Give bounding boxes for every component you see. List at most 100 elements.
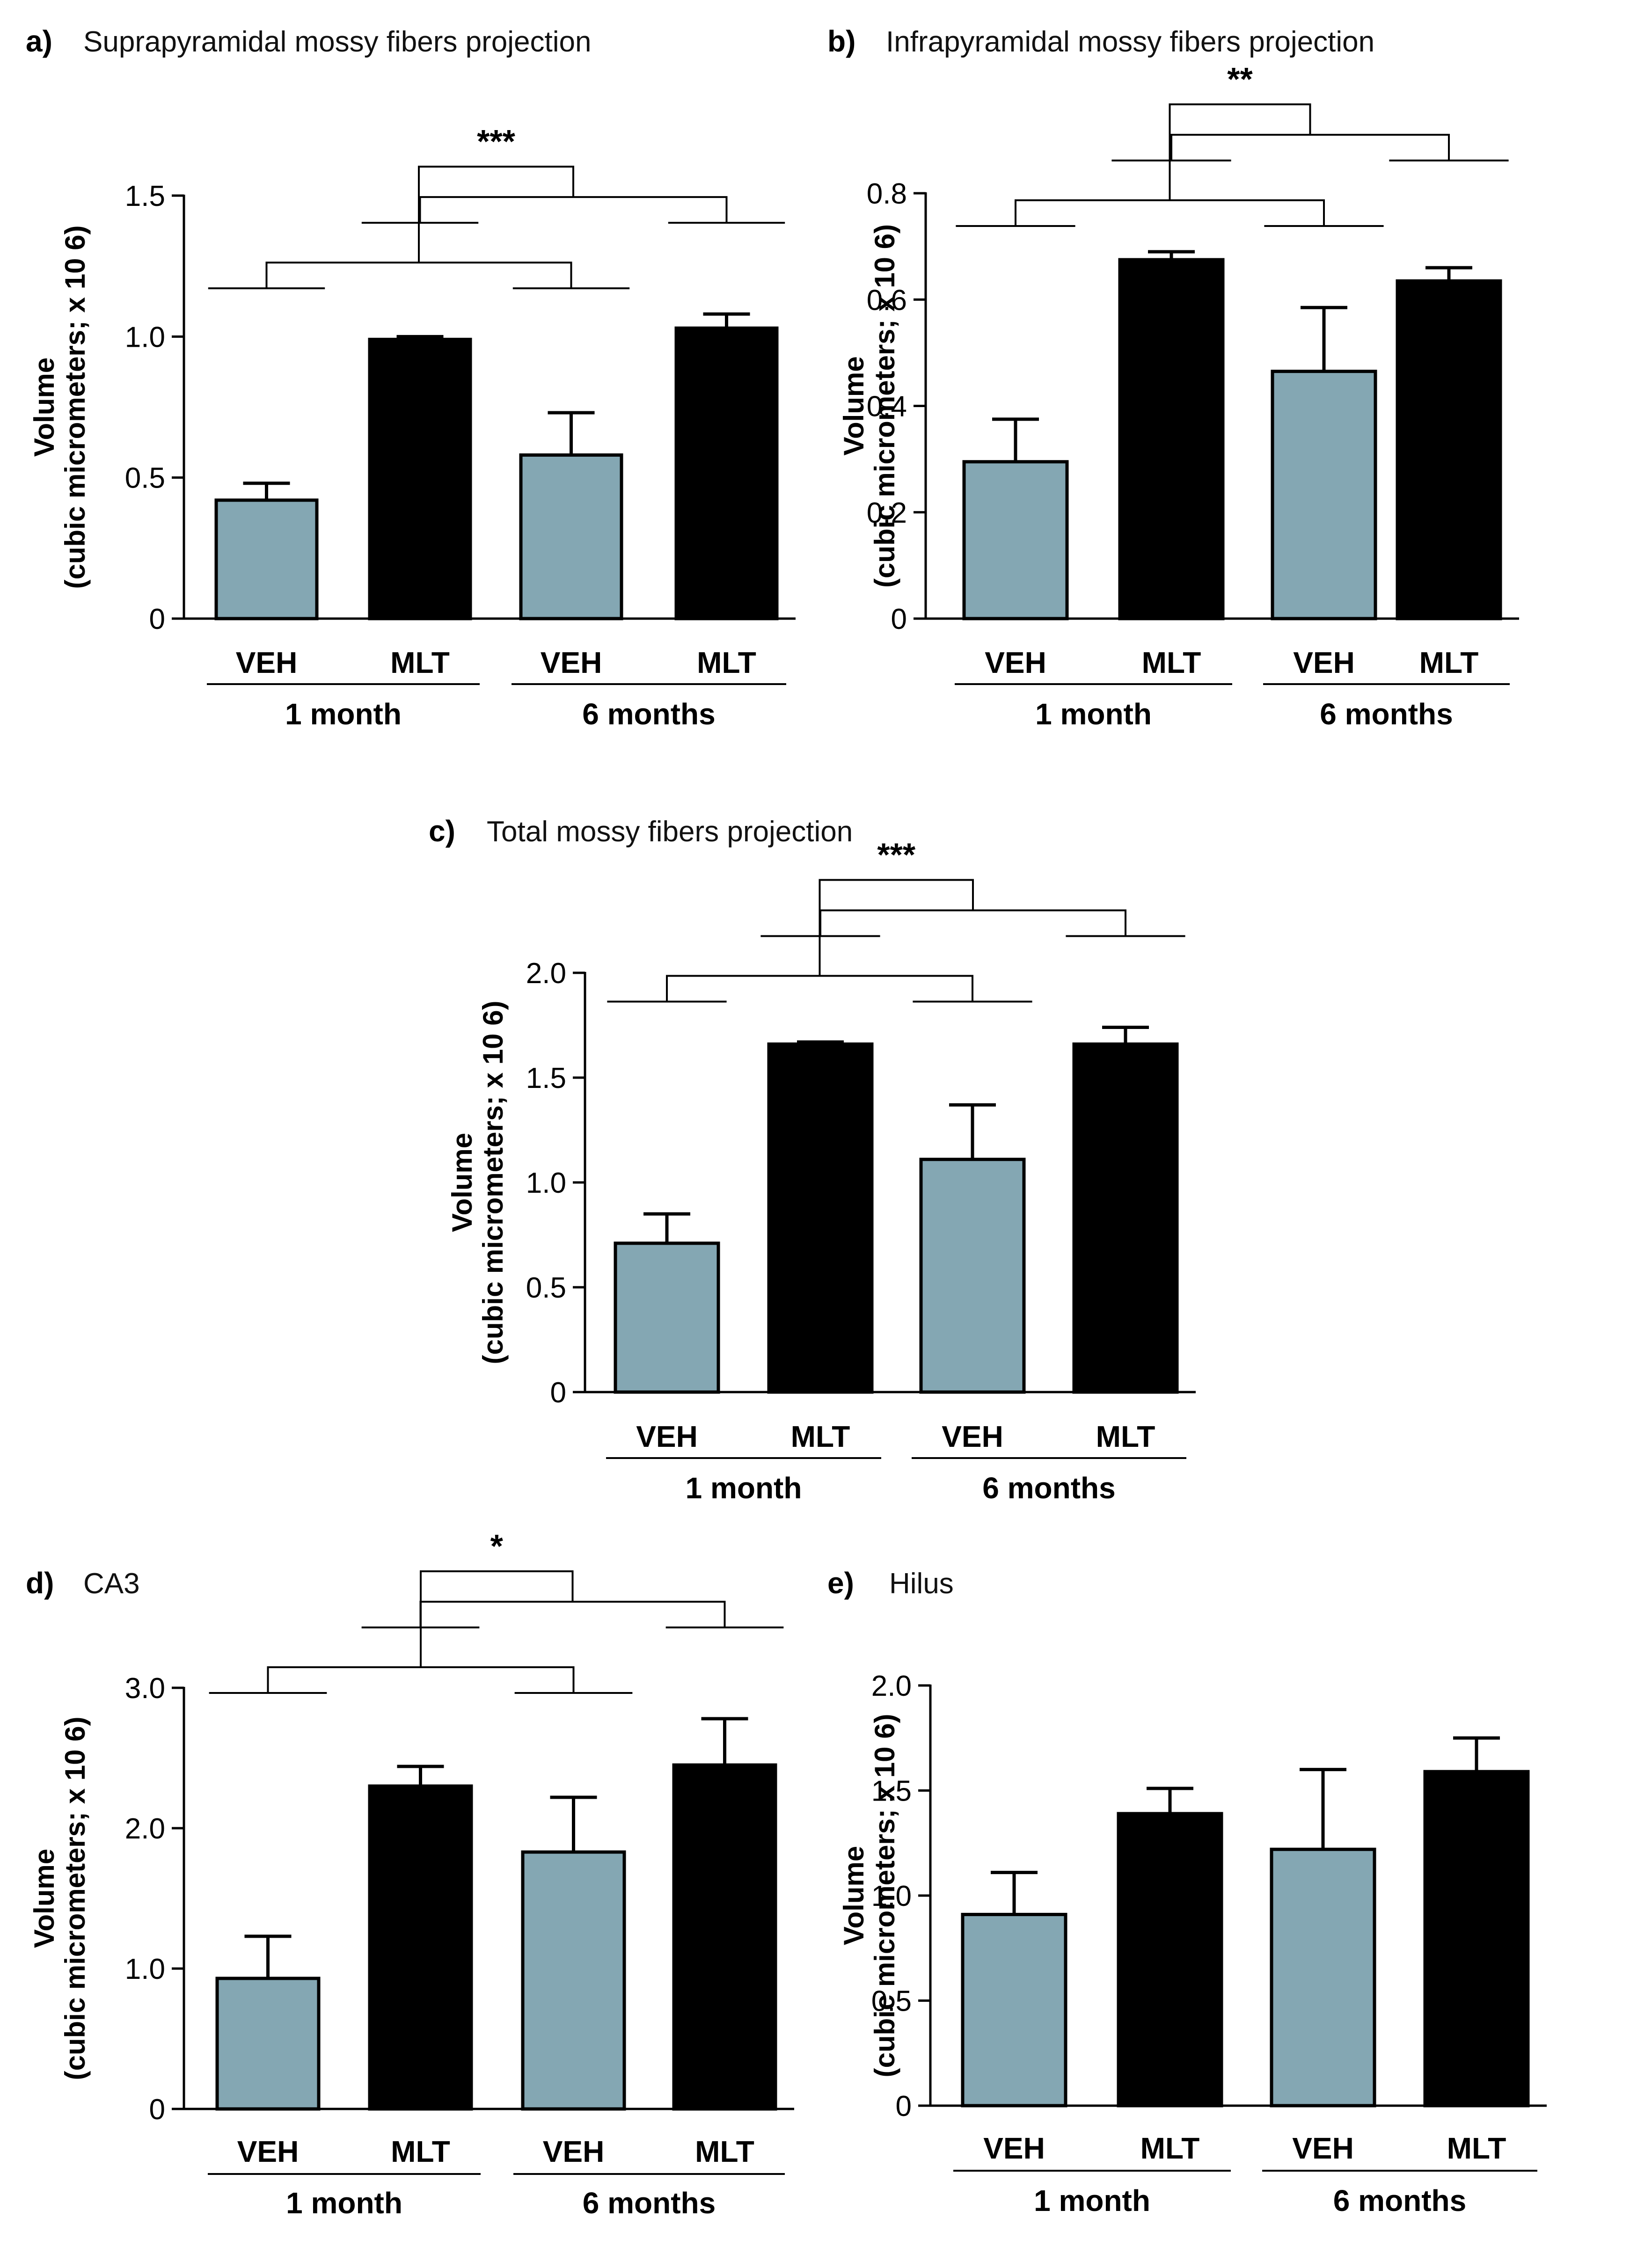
bracket-veh xyxy=(607,975,1032,1003)
y-axis-label: Volume (cubic micrometers; x 10 6) xyxy=(29,1717,91,2080)
bar-veh xyxy=(961,1912,1067,2108)
category-label: MLT xyxy=(695,2135,754,2168)
category-label: MLT xyxy=(1142,646,1201,679)
category-label: VEH xyxy=(541,646,602,679)
group-label: 1 month xyxy=(686,1471,802,1505)
category-label: VEH xyxy=(985,646,1046,679)
group-label: 6 months xyxy=(1333,2184,1466,2218)
bar-veh xyxy=(1271,370,1377,620)
y-tick-label: 2.0 xyxy=(871,1670,912,1702)
y-tick-label: 1.0 xyxy=(871,1880,912,1912)
bracket-line xyxy=(419,196,728,223)
panel-title: Suprapyramidal mossy fibers projection xyxy=(83,26,591,58)
panel-letter: b) xyxy=(827,24,855,58)
y-axis-label: Volume (cubic micrometers; x 10 6) xyxy=(838,224,900,588)
y-tick-label: 1.0 xyxy=(125,1953,165,1985)
y-axis-label-line2: (cubic micrometers; x 10 6) xyxy=(869,224,900,588)
bracket-line xyxy=(666,975,973,1002)
bracket-veh xyxy=(208,262,630,290)
panel-letter: c) xyxy=(429,814,455,848)
group-label: 6 months xyxy=(582,697,715,731)
bracket-mlt xyxy=(361,196,785,224)
y-tick-label: 0.6 xyxy=(867,284,907,316)
panel-letter: a) xyxy=(26,24,52,58)
bar-mlt xyxy=(672,1763,777,2111)
y-tick-label: 1.0 xyxy=(125,321,165,353)
y-axis-label-line1: Volume xyxy=(446,1133,478,1232)
bar-veh xyxy=(521,1850,626,2111)
bar-veh xyxy=(919,1158,1026,1394)
panel-d: d) CA3 0 1.0 2.0 3.0 Volume (cubic micrometers;… xyxy=(26,1528,794,2220)
significance-label: *** xyxy=(477,123,515,160)
category-label: MLT xyxy=(1096,1420,1155,1453)
bar-veh xyxy=(614,1241,720,1394)
y-axis-label-line1: Volume xyxy=(838,1846,870,1945)
category-label: MLT xyxy=(697,646,756,679)
panel-title: Total mossy fibers projection xyxy=(487,816,853,848)
group-label: 1 month xyxy=(1034,2184,1150,2218)
y-tick-label: 0 xyxy=(149,2094,165,2126)
significance-label: *** xyxy=(877,836,915,873)
panel-title: Hilus xyxy=(889,1568,954,1600)
panel-a: a) Suprapyramidal mossy fibers projection… xyxy=(26,24,796,731)
y-axis-label-line2: (cubic micrometers; x 10 6) xyxy=(477,1001,509,1364)
bar-mlt xyxy=(1396,279,1502,620)
y-tick-label: 0 xyxy=(896,2090,912,2123)
category-label: VEH xyxy=(237,2135,299,2168)
category-label: VEH xyxy=(1292,2131,1354,2165)
bar-mlt xyxy=(767,1042,874,1394)
bar-mlt xyxy=(1117,1812,1223,2108)
category-label: VEH xyxy=(942,1420,1003,1453)
significance-label: ** xyxy=(1227,61,1253,97)
panel-letter: d) xyxy=(26,1566,54,1600)
panel-e: e) Hilus 0 0.5 1.0 1.5 2.0 Volume (cubic microme… xyxy=(827,1566,1547,2218)
panel-c: c) Total mossy fibers projection 0 0.5 1.0 1.… xyxy=(429,814,1196,1505)
bracket-line xyxy=(1015,199,1325,226)
bracket-veh xyxy=(956,199,1384,227)
category-label: MLT xyxy=(1140,2131,1200,2165)
group-label: 6 months xyxy=(583,2186,716,2220)
category-label: VEH xyxy=(983,2131,1045,2165)
bar-veh xyxy=(519,453,623,620)
bracket-line xyxy=(267,1666,575,1693)
group-label: 6 months xyxy=(1320,697,1453,731)
bracket-overall xyxy=(418,166,574,263)
bar-mlt xyxy=(1423,1770,1530,2108)
bracket-mlt xyxy=(1111,133,1509,161)
y-axis-label: Volume (cubic micrometers; x 10 6) xyxy=(446,1001,509,1364)
group-label: 1 month xyxy=(286,2186,402,2220)
bracket-mlt xyxy=(760,909,1185,937)
bar-veh xyxy=(1270,1847,1376,2108)
category-label: MLT xyxy=(1447,2131,1506,2165)
y-tick-label: 0 xyxy=(149,603,165,635)
category-label: MLT xyxy=(390,646,450,679)
y-axis-label-line1: Volume xyxy=(29,1849,60,1948)
bracket-mlt xyxy=(361,1601,784,1628)
bar-veh xyxy=(962,460,1069,620)
bracket-overall xyxy=(420,1570,574,1667)
y-axis-label-line1: Volume xyxy=(29,357,60,457)
bracket-overall xyxy=(1169,103,1311,200)
y-axis-label: Volume (cubic micrometers; x 10 6) xyxy=(838,1714,900,2078)
y-axis-label-line2: (cubic micrometers; x 10 6) xyxy=(59,226,91,589)
category-label: VEH xyxy=(1293,646,1355,679)
y-tick-label: 0 xyxy=(550,1377,566,1409)
y-tick-label: 0.5 xyxy=(125,462,165,495)
panel-title: Infrapyramidal mossy fibers projection xyxy=(886,26,1374,58)
bar-mlt xyxy=(1072,1042,1179,1394)
significance-label: * xyxy=(490,1528,504,1564)
y-tick-label: 1.5 xyxy=(125,180,165,212)
category-label: VEH xyxy=(543,2135,605,2168)
category-label: VEH xyxy=(636,1420,698,1453)
bar-mlt xyxy=(1118,258,1225,620)
y-axis-label-line2: (cubic micrometers; x 10 6) xyxy=(59,1717,91,2080)
panel-title: CA3 xyxy=(83,1568,140,1600)
bar-mlt xyxy=(368,337,472,620)
y-tick-label: 1.5 xyxy=(871,1775,912,1808)
category-label: VEH xyxy=(236,646,298,679)
y-axis-label-line1: Volume xyxy=(838,356,870,455)
bar-veh xyxy=(215,1977,321,2111)
y-axis-label: Volume (cubic micrometers; x 10 6) xyxy=(29,226,91,589)
bracket-overall xyxy=(819,879,974,976)
